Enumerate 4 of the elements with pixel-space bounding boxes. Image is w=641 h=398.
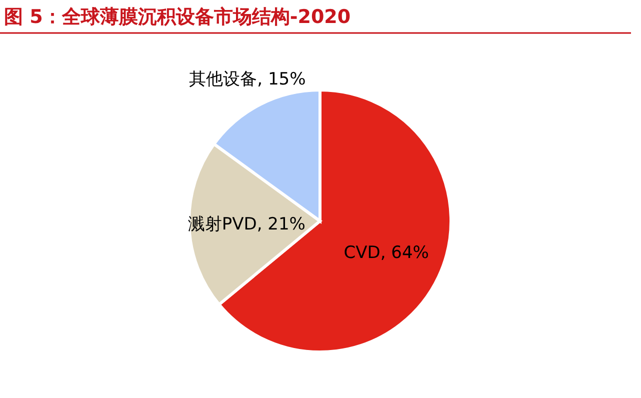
slice-label: 其他设备, 15% [189,70,306,90]
chart-title: 图 5：全球薄膜沉积设备市场结构-2020 [4,6,351,28]
slice-label: CVD, 64% [344,243,429,264]
slice-label: 溅射PVD, 21% [188,214,306,234]
